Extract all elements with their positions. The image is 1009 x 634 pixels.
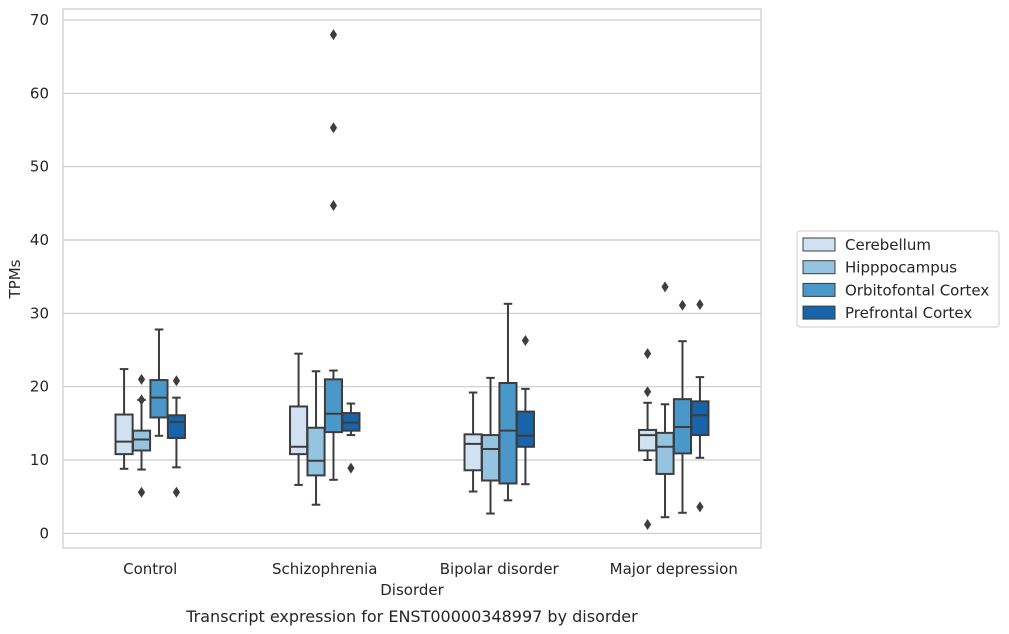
box-cerebellum: [114, 368, 134, 470]
box-iqr: [690, 400, 710, 437]
outlier-point: [696, 299, 704, 311]
outlier-point: [347, 462, 355, 474]
outlier-point: [172, 486, 181, 498]
legend-swatch: [802, 305, 836, 320]
outlier-point: [521, 334, 530, 346]
box-cerebellum: [463, 391, 483, 493]
y-tick-label: 20: [30, 378, 49, 396]
x-tick-label: Schizophrenia: [272, 560, 377, 578]
x-tick-label: Major depression: [610, 560, 738, 578]
box-iqr: [114, 413, 134, 456]
outlier-point: [329, 200, 338, 212]
y-tick-label: 50: [30, 158, 49, 176]
x-axis-ticks: Control Schizophrenia Bipolar disorder Majo…: [123, 560, 738, 578]
legend-swatch: [802, 282, 836, 297]
box-iqr: [323, 378, 344, 434]
gridlines: [63, 19, 761, 534]
legend-swatch: [802, 237, 836, 252]
outlier-point: [137, 373, 146, 385]
outlier-point: [696, 501, 704, 513]
y-tick-label: 60: [30, 84, 49, 102]
box-iqr: [655, 431, 675, 475]
box-iqr: [638, 428, 658, 452]
box-hipppocampus: [131, 373, 152, 498]
outlier-point: [137, 394, 146, 406]
box-iqr: [515, 410, 535, 448]
plot-frame: [62, 8, 762, 549]
legend-label: Prefrontal Cortex: [845, 304, 972, 322]
box-prefrontal-cortex: [341, 402, 361, 474]
outlier-point: [661, 281, 669, 293]
box-prefrontal-cortex: [166, 375, 186, 498]
y-axis-ticks: 0 10 20 30 40 50 60 70: [30, 11, 49, 542]
y-tick-label: 70: [30, 11, 49, 29]
legend-swatch: [802, 260, 836, 275]
box-series: [114, 29, 710, 531]
legend: Cerebellum Hipppocampus Orbitofontal Corte…: [796, 230, 1000, 328]
box-iqr: [166, 414, 186, 439]
x-axis-label: Disorder: [380, 581, 444, 599]
box-iqr: [463, 433, 483, 472]
box-iqr: [149, 379, 169, 419]
box-hipppocampus: [306, 370, 326, 506]
outlier-point: [329, 29, 338, 41]
outlier-point: [137, 486, 146, 498]
plot-area: [63, 9, 761, 548]
y-axis-label: TPMs: [6, 259, 24, 299]
box-orbitofontal-cortex: [323, 29, 344, 481]
box-hipppocampus: [655, 281, 675, 519]
outlier-point: [643, 386, 652, 398]
box-cerebellum: [638, 348, 658, 531]
outlier-point: [678, 299, 687, 311]
box-orbitofontal-cortex: [672, 299, 693, 514]
x-tick-label: Bipolar disorder: [440, 560, 560, 578]
box-orbitofontal-cortex: [149, 328, 169, 437]
box-prefrontal-cortex: [515, 334, 535, 486]
box-iqr: [498, 382, 518, 485]
box-iqr: [480, 434, 501, 482]
outlier-point: [643, 348, 652, 360]
y-tick-label: 30: [30, 304, 49, 322]
y-tick-label: 0: [39, 524, 49, 542]
box-iqr: [131, 429, 152, 452]
outlier-point: [643, 519, 652, 531]
outlier-point: [329, 122, 338, 134]
y-tick-label: 10: [30, 451, 49, 469]
box-prefrontal-cortex: [690, 299, 710, 513]
legend-frame: [796, 230, 1000, 328]
legend-label: Hipppocampus: [845, 259, 957, 277]
x-tick-label: Control: [123, 560, 177, 578]
legend-label: Orbitofontal Cortex: [845, 281, 989, 299]
box-iqr: [306, 426, 326, 477]
y-tick-label: 40: [30, 231, 49, 249]
outlier-point: [172, 375, 181, 387]
chart-caption: Transcript expression for ENST0000034899…: [185, 607, 638, 626]
legend-label: Cerebellum: [845, 236, 931, 254]
